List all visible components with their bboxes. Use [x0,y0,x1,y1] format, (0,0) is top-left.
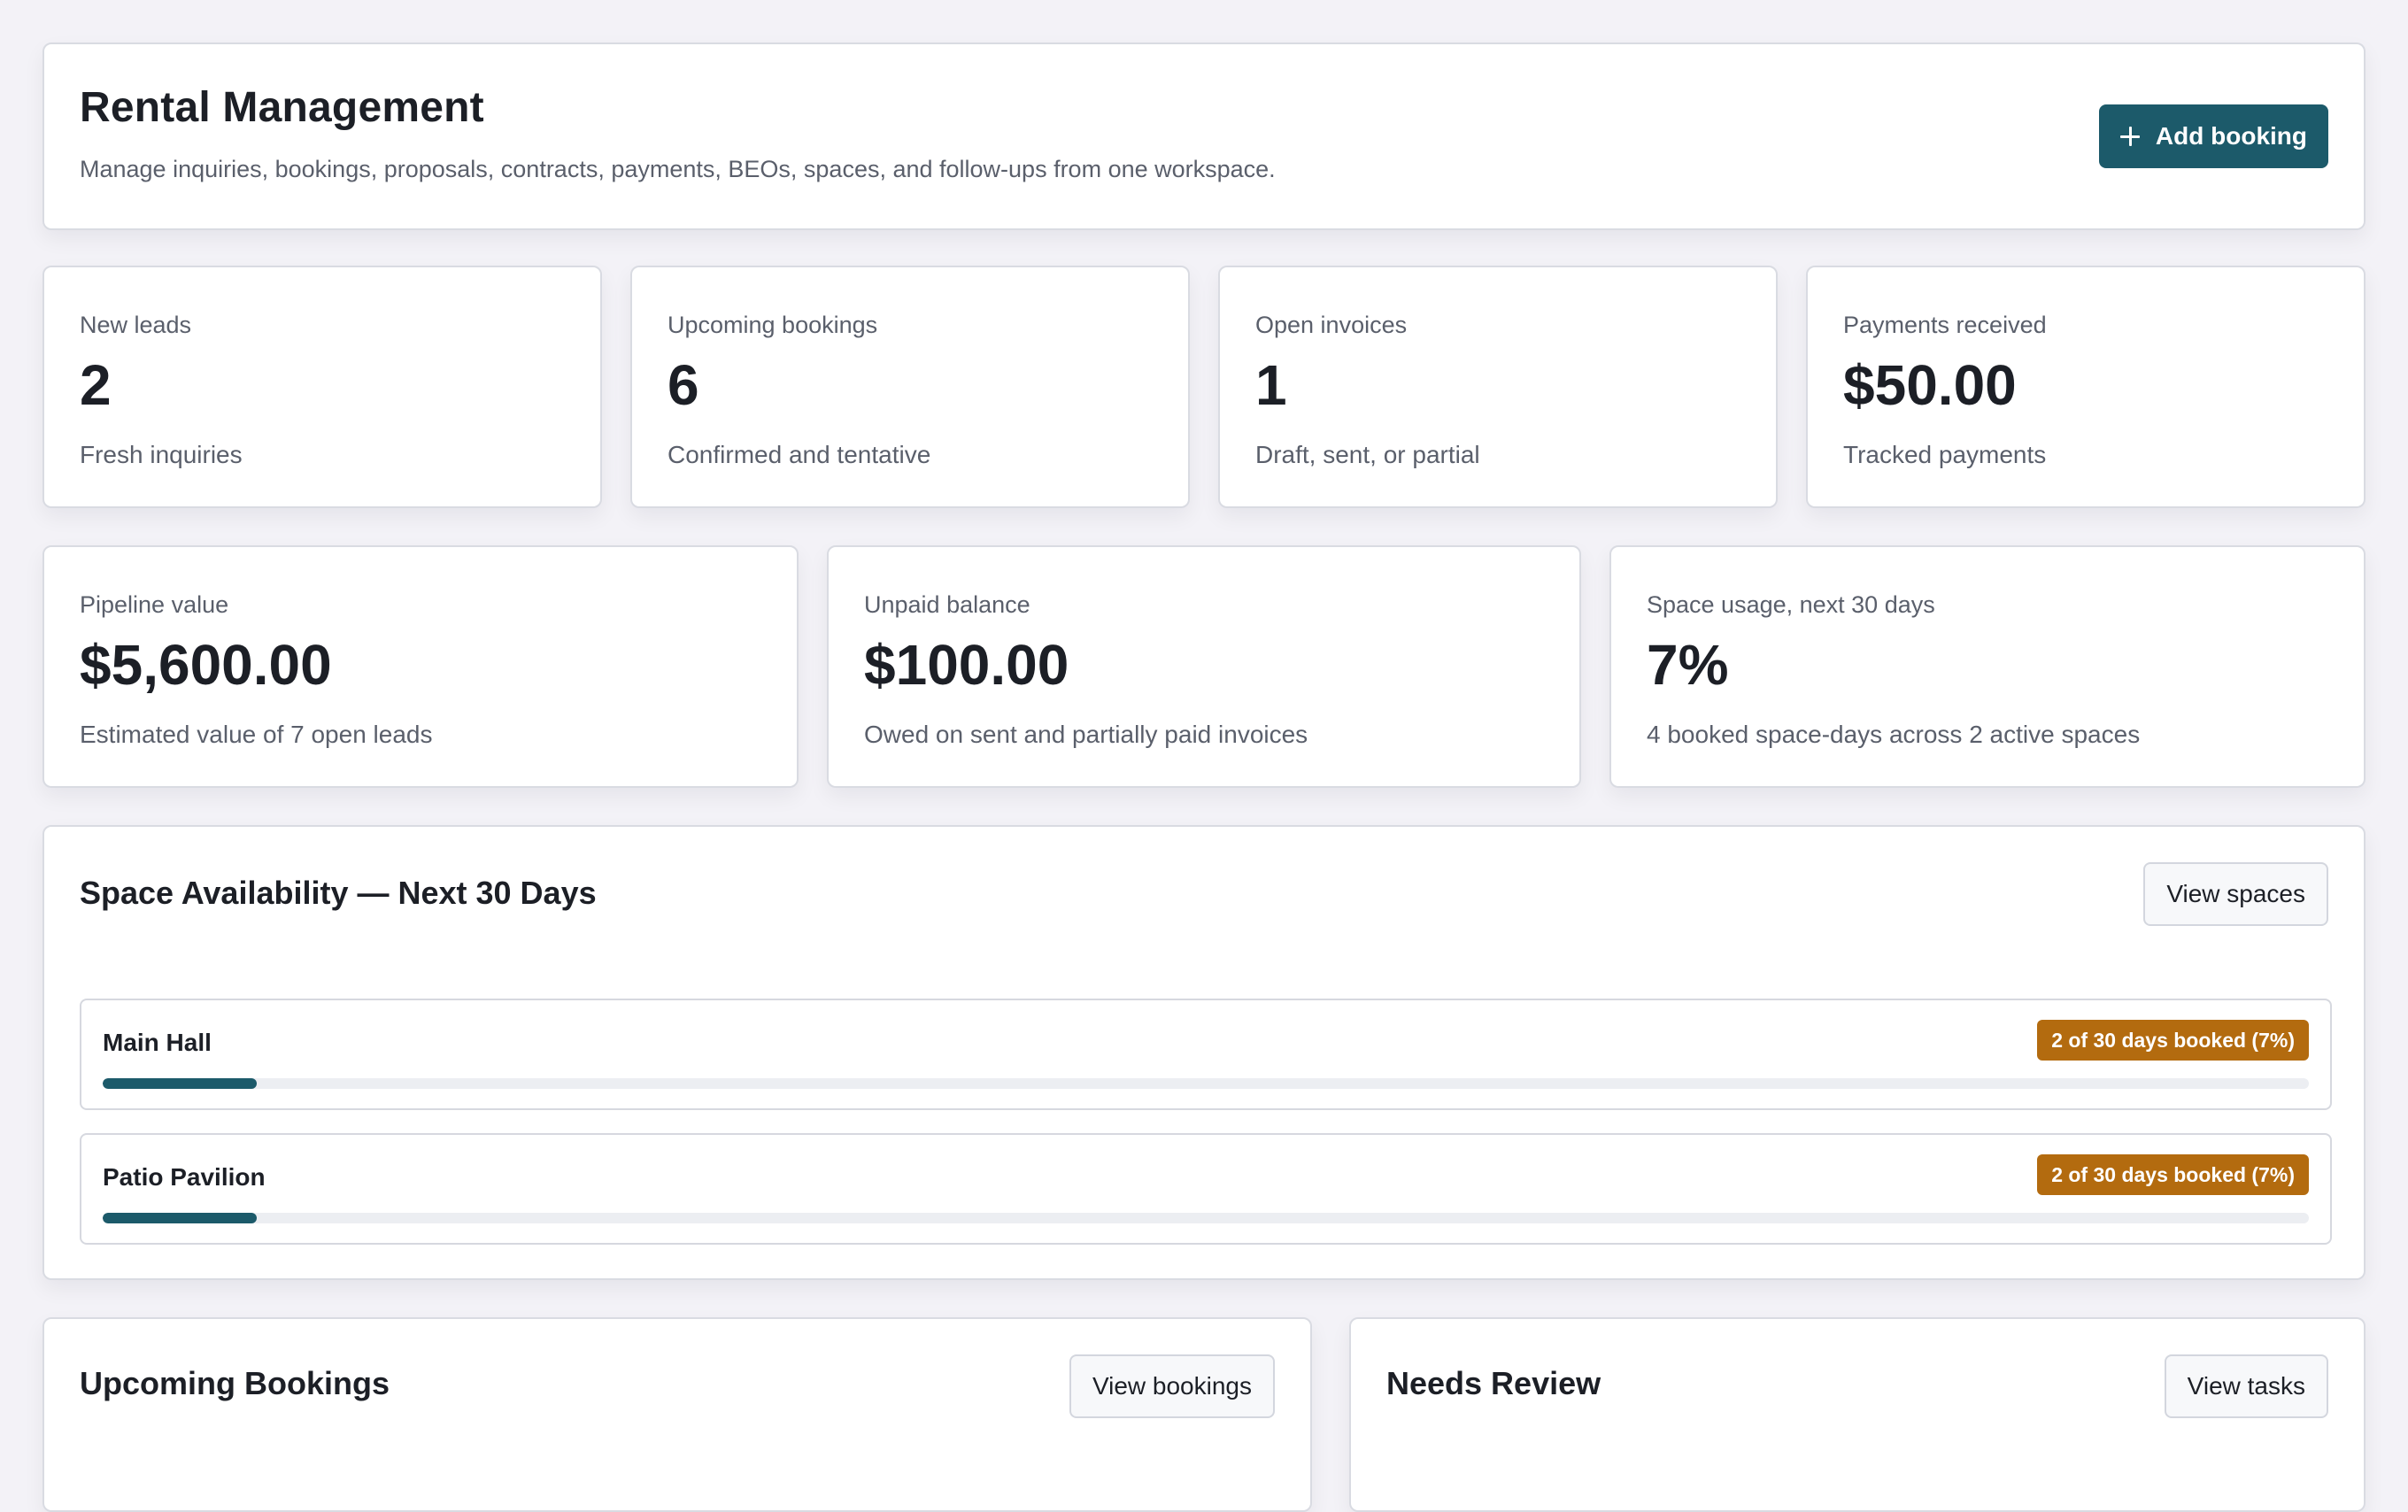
usage-progress-bar [103,1078,2309,1089]
plus-icon [2119,127,2140,146]
stat-label: Payments received [1843,312,2047,338]
usage-progress-bar [103,1213,2309,1223]
stat-label: Upcoming bookings [668,312,878,338]
stat-card-payments-received: Payments received $50.00 Tracked payment… [1806,266,2366,508]
needs-review-section: Needs Review View tasks [1349,1317,2366,1512]
section-title: Needs Review [1386,1365,1601,1401]
stat-value: $50.00 [1843,353,2017,417]
stat-card-upcoming-bookings: Upcoming bookings 6 Confirmed and tentat… [630,266,1190,508]
usage-progress-fill [103,1213,258,1223]
space-row-patio-pavilion: Patio Pavilion 2 of 30 days booked (7%) [80,1133,2332,1245]
view-tasks-button[interactable]: View tasks [2164,1354,2328,1418]
section-title: Upcoming Bookings [80,1365,390,1401]
usage-progress-fill [103,1078,258,1089]
stat-caption: Estimated value of 7 open leads [80,721,433,748]
add-booking-button[interactable]: Add booking [2098,104,2328,168]
stat-label: Space usage, next 30 days [1647,591,1935,618]
stat-caption: Tracked payments [1843,441,2047,468]
status-badge: 2 of 30 days booked (7%) [2037,1020,2309,1061]
page-subtitle: Manage inquiries, bookings, proposals, c… [80,156,1276,182]
space-name: Main Hall [103,1029,212,1056]
stat-caption: Draft, sent, or partial [1255,441,1480,468]
stat-card-open-invoices: Open invoices 1 Draft, sent, or partial [1218,266,1778,508]
status-badge: 2 of 30 days booked (7%) [2037,1154,2309,1195]
stat-card-pipeline-value: Pipeline value $5,600.00 Estimated value… [42,545,799,788]
add-booking-label: Add booking [2155,122,2307,150]
view-bookings-button[interactable]: View bookings [1069,1354,1275,1418]
stat-caption: Fresh inquiries [80,441,243,468]
stat-value: $100.00 [864,633,1069,697]
space-row-main-hall: Main Hall 2 of 30 days booked (7%) [80,999,2332,1110]
upcoming-bookings-section: Upcoming Bookings View bookings [42,1317,1312,1512]
stat-label: Open invoices [1255,312,1408,338]
stat-value: 7% [1647,633,1729,697]
stat-caption: Owed on sent and partially paid invoices [864,721,1308,748]
stat-caption: 4 booked space-days across 2 active spac… [1647,721,2141,748]
stat-label: Unpaid balance [864,591,1030,618]
stat-card-space-usage: Space usage, next 30 days 7% 4 booked sp… [1609,545,2366,788]
stat-card-new-leads: New leads 2 Fresh inquiries [42,266,602,508]
space-name: Patio Pavilion [103,1163,266,1191]
stat-label: Pipeline value [80,591,229,618]
stat-caption: Confirmed and tentative [668,441,931,468]
view-spaces-button[interactable]: View spaces [2143,862,2328,926]
stat-value: 2 [80,353,112,417]
stat-value: 6 [668,353,699,417]
section-title: Space Availability — Next 30 Days [80,875,597,911]
page-title: Rental Management [80,84,484,131]
stat-card-unpaid-balance: Unpaid balance $100.00 Owed on sent and … [827,545,1581,788]
stat-value: $5,600.00 [80,633,332,697]
page-header: Rental Management Manage inquiries, book… [42,42,2366,230]
stat-label: New leads [80,312,192,338]
space-availability-section: Space Availability — Next 30 Days View s… [42,825,2366,1280]
stat-value: 1 [1255,353,1287,417]
